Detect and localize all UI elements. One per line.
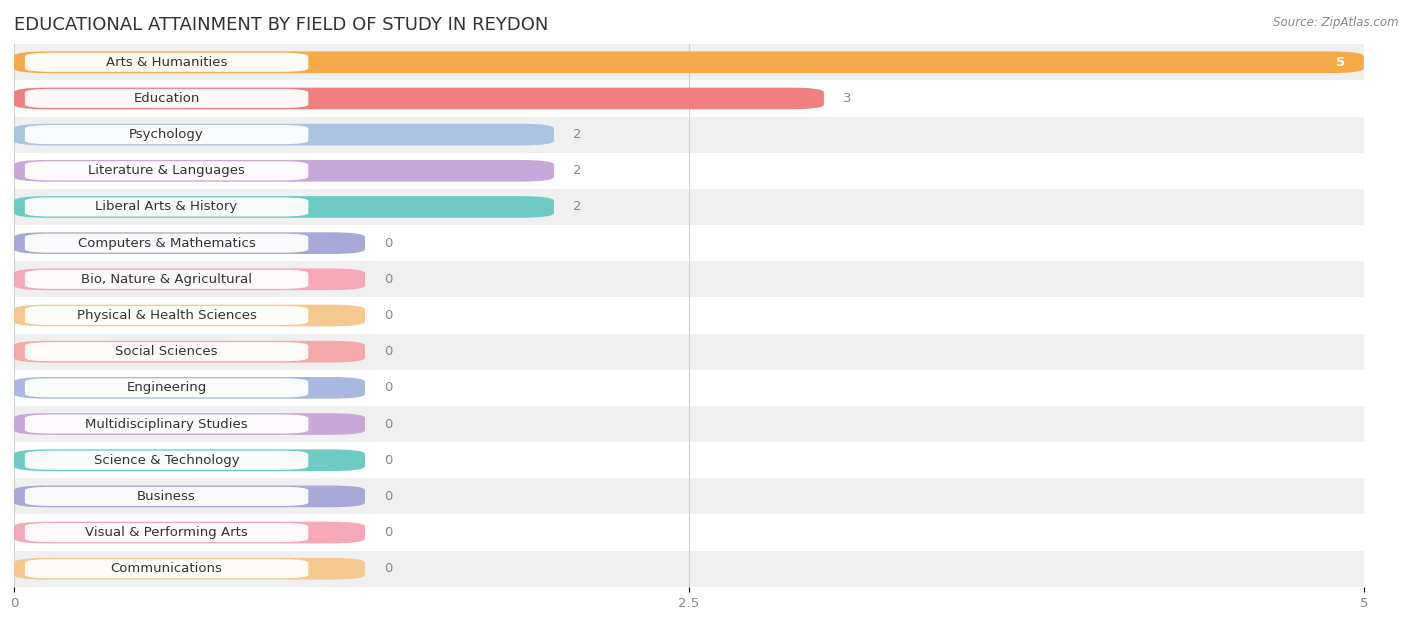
Text: Multidisciplinary Studies: Multidisciplinary Studies bbox=[86, 418, 247, 430]
Bar bbox=[14, 442, 1364, 478]
Text: 0: 0 bbox=[384, 562, 392, 575]
Bar bbox=[14, 261, 1364, 297]
Text: 0: 0 bbox=[384, 526, 392, 539]
FancyBboxPatch shape bbox=[14, 196, 554, 218]
Bar bbox=[14, 44, 1364, 80]
FancyBboxPatch shape bbox=[25, 451, 308, 469]
Text: 0: 0 bbox=[384, 490, 392, 503]
FancyBboxPatch shape bbox=[25, 270, 308, 289]
Text: 0: 0 bbox=[384, 345, 392, 358]
Text: Business: Business bbox=[138, 490, 195, 503]
Text: Engineering: Engineering bbox=[127, 381, 207, 394]
Text: Visual & Performing Arts: Visual & Performing Arts bbox=[86, 526, 247, 539]
Bar bbox=[14, 153, 1364, 189]
FancyBboxPatch shape bbox=[14, 88, 824, 109]
Bar bbox=[14, 297, 1364, 334]
Text: 0: 0 bbox=[384, 273, 392, 286]
FancyBboxPatch shape bbox=[25, 233, 308, 252]
FancyBboxPatch shape bbox=[14, 522, 366, 543]
FancyBboxPatch shape bbox=[14, 485, 366, 507]
FancyBboxPatch shape bbox=[25, 379, 308, 398]
Bar bbox=[14, 189, 1364, 225]
FancyBboxPatch shape bbox=[25, 162, 308, 180]
Text: Psychology: Psychology bbox=[129, 128, 204, 141]
Text: 3: 3 bbox=[842, 92, 851, 105]
Text: 0: 0 bbox=[384, 454, 392, 467]
Text: Science & Technology: Science & Technology bbox=[94, 454, 239, 467]
FancyBboxPatch shape bbox=[25, 559, 308, 578]
FancyBboxPatch shape bbox=[25, 523, 308, 542]
Text: Source: ZipAtlas.com: Source: ZipAtlas.com bbox=[1274, 16, 1399, 29]
Text: 0: 0 bbox=[384, 418, 392, 430]
FancyBboxPatch shape bbox=[14, 51, 1364, 73]
Text: Bio, Nature & Agricultural: Bio, Nature & Agricultural bbox=[82, 273, 252, 286]
Text: Communications: Communications bbox=[111, 562, 222, 575]
FancyBboxPatch shape bbox=[14, 160, 554, 182]
Bar bbox=[14, 334, 1364, 370]
FancyBboxPatch shape bbox=[25, 415, 308, 433]
Text: 2: 2 bbox=[572, 164, 581, 177]
Bar bbox=[14, 514, 1364, 551]
Text: 0: 0 bbox=[384, 237, 392, 250]
Text: 0: 0 bbox=[384, 381, 392, 394]
FancyBboxPatch shape bbox=[14, 413, 366, 435]
Bar bbox=[14, 551, 1364, 587]
Bar bbox=[14, 225, 1364, 261]
Text: 5: 5 bbox=[1336, 56, 1346, 69]
Text: 2: 2 bbox=[572, 128, 581, 141]
FancyBboxPatch shape bbox=[14, 124, 554, 146]
Text: Physical & Health Sciences: Physical & Health Sciences bbox=[77, 309, 256, 322]
FancyBboxPatch shape bbox=[25, 342, 308, 361]
Text: Liberal Arts & History: Liberal Arts & History bbox=[96, 201, 238, 213]
Bar bbox=[14, 406, 1364, 442]
FancyBboxPatch shape bbox=[14, 449, 366, 471]
Text: Education: Education bbox=[134, 92, 200, 105]
FancyBboxPatch shape bbox=[25, 306, 308, 325]
Text: Computers & Mathematics: Computers & Mathematics bbox=[77, 237, 256, 250]
Text: EDUCATIONAL ATTAINMENT BY FIELD OF STUDY IN REYDON: EDUCATIONAL ATTAINMENT BY FIELD OF STUDY… bbox=[14, 16, 548, 34]
FancyBboxPatch shape bbox=[25, 89, 308, 108]
Bar bbox=[14, 80, 1364, 117]
FancyBboxPatch shape bbox=[14, 558, 366, 580]
FancyBboxPatch shape bbox=[25, 198, 308, 216]
FancyBboxPatch shape bbox=[14, 377, 366, 399]
FancyBboxPatch shape bbox=[25, 487, 308, 506]
Bar bbox=[14, 370, 1364, 406]
Text: 0: 0 bbox=[384, 309, 392, 322]
Bar bbox=[14, 478, 1364, 514]
FancyBboxPatch shape bbox=[14, 268, 366, 290]
Text: 2: 2 bbox=[572, 201, 581, 213]
FancyBboxPatch shape bbox=[25, 125, 308, 144]
Bar bbox=[14, 117, 1364, 153]
FancyBboxPatch shape bbox=[14, 232, 366, 254]
Text: Arts & Humanities: Arts & Humanities bbox=[105, 56, 228, 69]
Text: Social Sciences: Social Sciences bbox=[115, 345, 218, 358]
FancyBboxPatch shape bbox=[14, 305, 366, 326]
Text: Literature & Languages: Literature & Languages bbox=[89, 164, 245, 177]
FancyBboxPatch shape bbox=[14, 341, 366, 363]
FancyBboxPatch shape bbox=[25, 53, 308, 72]
